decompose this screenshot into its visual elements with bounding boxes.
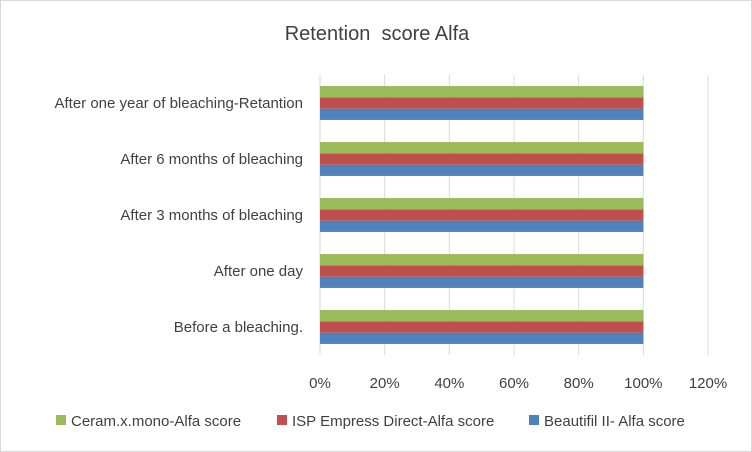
x-tick-label: 20% bbox=[370, 375, 400, 392]
bar bbox=[320, 198, 644, 210]
bar bbox=[320, 97, 644, 109]
bar bbox=[320, 209, 644, 221]
bar bbox=[320, 220, 644, 232]
x-tick-label: 60% bbox=[499, 375, 529, 392]
bar bbox=[320, 276, 644, 288]
category-labels: Before a bleaching. After one day After 3 … bbox=[55, 95, 304, 336]
legend: Ceram.x.mono-Alfa score ISP Empress Direc… bbox=[56, 413, 685, 430]
bar bbox=[320, 265, 644, 277]
legend-label: Ceram.x.mono-Alfa score bbox=[71, 413, 241, 430]
x-tick-label: 120% bbox=[689, 375, 727, 392]
bar bbox=[320, 153, 644, 165]
legend-label: Beautifil II- Alfa score bbox=[544, 413, 685, 430]
x-tick-label: 100% bbox=[624, 375, 662, 392]
bar bbox=[320, 321, 644, 333]
bar bbox=[320, 86, 644, 98]
legend-swatch bbox=[529, 415, 539, 425]
x-axis-tick-labels: 0% 20% 40% 60% 80% 100% 120% bbox=[309, 375, 727, 392]
legend-item: Beautifil II- Alfa score bbox=[529, 413, 685, 430]
legend-item: ISP Empress Direct-Alfa score bbox=[277, 413, 494, 430]
legend-label: ISP Empress Direct-Alfa score bbox=[292, 413, 494, 430]
category-label: After one day bbox=[214, 263, 304, 280]
chart-title: Retention score Alfa bbox=[285, 23, 470, 45]
bar bbox=[320, 142, 644, 154]
x-tick-label: 0% bbox=[309, 375, 331, 392]
bar bbox=[320, 332, 644, 344]
category-label: Before a bleaching. bbox=[174, 319, 303, 336]
bar bbox=[320, 108, 644, 120]
category-label: After 6 months of bleaching bbox=[120, 151, 303, 168]
x-tick-label: 40% bbox=[434, 375, 464, 392]
category-label: After one year of bleaching-Retantion bbox=[55, 95, 304, 112]
bars bbox=[320, 86, 644, 344]
legend-swatch bbox=[56, 415, 66, 425]
category-label: After 3 months of bleaching bbox=[120, 207, 303, 224]
bar bbox=[320, 164, 644, 176]
legend-item: Ceram.x.mono-Alfa score bbox=[56, 413, 241, 430]
legend-swatch bbox=[277, 415, 287, 425]
bar bbox=[320, 254, 644, 266]
bar bbox=[320, 310, 644, 322]
x-tick-label: 80% bbox=[564, 375, 594, 392]
